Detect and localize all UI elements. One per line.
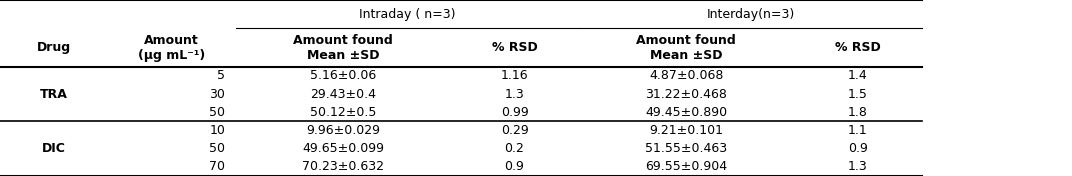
Text: 1.3: 1.3 — [505, 88, 524, 101]
Text: 49.45±0.890: 49.45±0.890 — [645, 106, 727, 119]
Text: 31.22±0.468: 31.22±0.468 — [645, 88, 727, 101]
Text: Intraday ( n=3): Intraday ( n=3) — [359, 8, 456, 21]
Text: 5.16±0.06: 5.16±0.06 — [310, 70, 376, 83]
Text: 4.87±0.068: 4.87±0.068 — [649, 70, 724, 83]
Text: 0.99: 0.99 — [501, 106, 528, 119]
Text: Amount found
Mean ±SD: Amount found Mean ±SD — [293, 33, 393, 62]
Text: 70.23±0.632: 70.23±0.632 — [302, 160, 384, 173]
Text: 0.9: 0.9 — [848, 142, 867, 155]
Text: % RSD: % RSD — [492, 41, 537, 54]
Text: 51.55±0.463: 51.55±0.463 — [645, 142, 727, 155]
Text: 30: 30 — [209, 88, 225, 101]
Text: 49.65±0.099: 49.65±0.099 — [302, 142, 384, 155]
Text: DIC: DIC — [42, 142, 65, 155]
Text: 69.55±0.904: 69.55±0.904 — [645, 160, 727, 173]
Text: 29.43±0.4: 29.43±0.4 — [310, 88, 376, 101]
Text: Amount found
Mean ±SD: Amount found Mean ±SD — [636, 33, 736, 62]
Text: TRA: TRA — [40, 88, 68, 101]
Text: 70: 70 — [209, 160, 225, 173]
Text: Amount
(μg mL⁻¹): Amount (μg mL⁻¹) — [138, 33, 205, 62]
Text: 1.16: 1.16 — [501, 70, 528, 83]
Text: 1.1: 1.1 — [848, 124, 867, 137]
Text: Interday(n=3): Interday(n=3) — [706, 8, 794, 21]
Text: 10: 10 — [209, 124, 225, 137]
Text: 9.21±0.101: 9.21±0.101 — [649, 124, 724, 137]
Text: 5: 5 — [218, 70, 225, 83]
Text: 50: 50 — [209, 106, 225, 119]
Text: % RSD: % RSD — [835, 41, 880, 54]
Text: 1.4: 1.4 — [848, 70, 867, 83]
Text: 1.5: 1.5 — [848, 88, 867, 101]
Text: 9.96±0.029: 9.96±0.029 — [306, 124, 381, 137]
Text: 50: 50 — [209, 142, 225, 155]
Text: 0.29: 0.29 — [501, 124, 528, 137]
Text: Drug: Drug — [36, 41, 71, 54]
Text: 50.12±0.5: 50.12±0.5 — [310, 106, 376, 119]
Text: 0.9: 0.9 — [505, 160, 524, 173]
Text: 1.3: 1.3 — [848, 160, 867, 173]
Text: 0.2: 0.2 — [505, 142, 524, 155]
Text: 1.8: 1.8 — [848, 106, 867, 119]
